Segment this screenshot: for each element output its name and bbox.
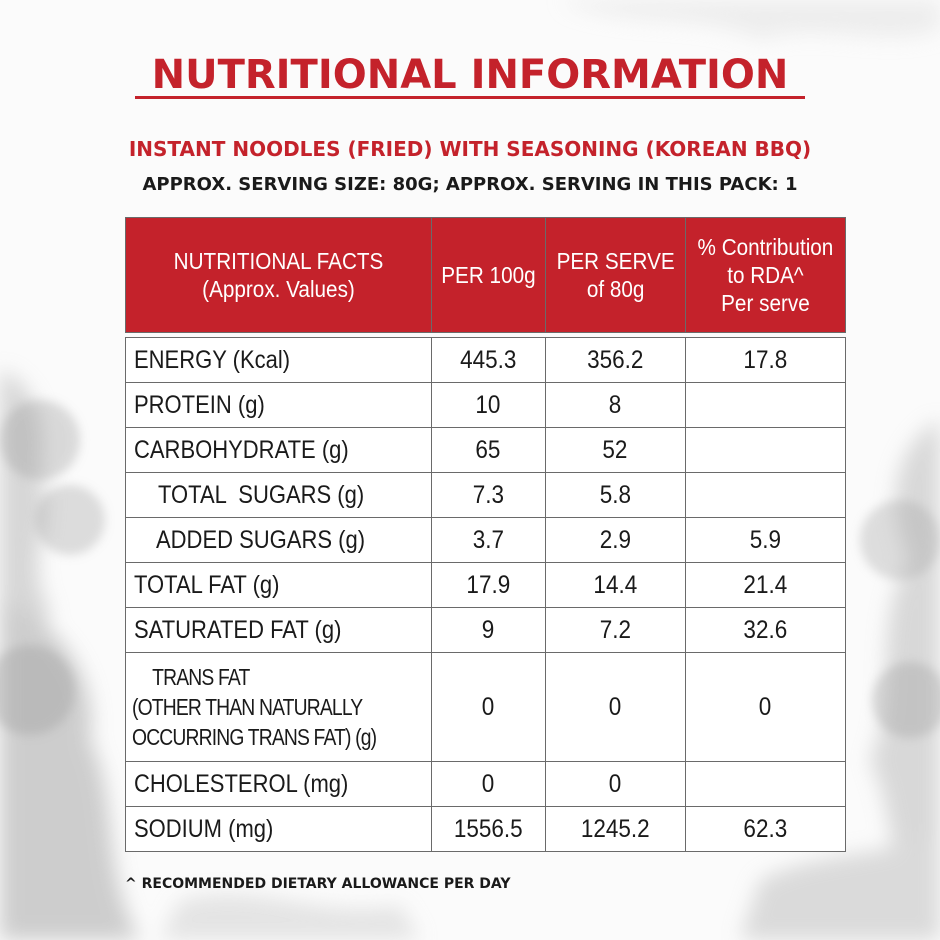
header-perserve-line2: of 80g bbox=[586, 276, 645, 302]
table-header-row: NUTRITIONAL FACTS (Approx. Values) PER 1… bbox=[125, 217, 846, 333]
row-perserve: 0 bbox=[544, 761, 686, 807]
row-rda bbox=[684, 382, 846, 428]
header-facts-line2: (Approx. Values) bbox=[202, 276, 355, 302]
rda-footnote: ^ RECOMMENDED DIETARY ALLOWANCE PER DAY bbox=[125, 876, 511, 892]
row-perserve: 8 bbox=[544, 382, 686, 428]
row-label: TRANS FAT (OTHER THAN NATURALLY OCCURRIN… bbox=[125, 652, 432, 762]
title-underline bbox=[135, 96, 805, 99]
header-rda-line1: % Contribution bbox=[697, 234, 834, 260]
row-per100: 0 bbox=[430, 652, 546, 762]
header-rda: % Contribution to RDA^ Per serve bbox=[684, 217, 846, 333]
trans-fat-line1: TRANS FAT bbox=[152, 664, 250, 690]
row-rda: 21.4 bbox=[684, 562, 846, 608]
header-perserve: PER SERVE of 80g bbox=[544, 217, 686, 333]
row-rda: 62.3 bbox=[684, 806, 846, 852]
row-rda: 17.8 bbox=[684, 337, 846, 383]
row-per100: 9 bbox=[430, 607, 546, 653]
table-row: TRANS FAT (OTHER THAN NATURALLY OCCURRIN… bbox=[125, 652, 846, 762]
table-row: SODIUM (mg) 1556.5 1245.2 62.3 bbox=[125, 806, 846, 852]
row-rda: 5.9 bbox=[684, 517, 846, 563]
row-per100: 7.3 bbox=[430, 472, 546, 518]
row-per100: 10 bbox=[430, 382, 546, 428]
header-per100: PER 100g bbox=[430, 217, 546, 333]
serving-info: APPROX. SERVING SIZE: 80G; APPROX. SERVI… bbox=[142, 174, 798, 195]
header-rda-line3: Per serve bbox=[721, 290, 810, 316]
row-perserve: 0 bbox=[544, 652, 686, 762]
header-facts: NUTRITIONAL FACTS (Approx. Values) bbox=[125, 217, 432, 333]
table-row: CHOLESTEROL (mg) 0 0 bbox=[125, 761, 846, 807]
header-facts-line1: NUTRITIONAL FACTS bbox=[173, 248, 384, 274]
row-label: ADDED SUGARS (g) bbox=[125, 517, 432, 563]
row-rda bbox=[684, 472, 846, 518]
row-per100: 3.7 bbox=[430, 517, 546, 563]
product-name: INSTANT NOODLES (FRIED) WITH SEASONING (… bbox=[128, 137, 812, 161]
row-rda: 0 bbox=[684, 652, 846, 762]
row-perserve: 52 bbox=[544, 427, 686, 473]
nutrition-table: NUTRITIONAL FACTS (Approx. Values) PER 1… bbox=[125, 217, 846, 852]
table-row: CARBOHYDRATE (g) 65 52 bbox=[125, 427, 846, 473]
row-per100: 0 bbox=[430, 761, 546, 807]
row-label: CHOLESTEROL (mg) bbox=[125, 761, 432, 807]
row-label: TOTAL FAT (g) bbox=[125, 562, 432, 608]
table-row: ADDED SUGARS (g) 3.7 2.9 5.9 bbox=[125, 517, 846, 563]
trans-fat-line3: OCCURRING TRANS FAT) (g) bbox=[132, 724, 377, 750]
row-label: ENERGY (Kcal) bbox=[125, 337, 432, 383]
row-perserve: 2.9 bbox=[544, 517, 686, 563]
row-per100: 65 bbox=[430, 427, 546, 473]
row-per100: 445.3 bbox=[430, 337, 546, 383]
row-perserve: 14.4 bbox=[544, 562, 686, 608]
row-per100: 17.9 bbox=[430, 562, 546, 608]
header-perserve-line1: PER SERVE bbox=[556, 248, 675, 274]
table-row: SATURATED FAT (g) 9 7.2 32.6 bbox=[125, 607, 846, 653]
row-rda bbox=[684, 761, 846, 807]
row-per100: 1556.5 bbox=[430, 806, 546, 852]
table-row: PROTEIN (g) 10 8 bbox=[125, 382, 846, 428]
row-perserve: 7.2 bbox=[544, 607, 686, 653]
row-rda: 32.6 bbox=[684, 607, 846, 653]
table-row: TOTAL SUGARS (g) 7.3 5.8 bbox=[125, 472, 846, 518]
row-label: SODIUM (mg) bbox=[125, 806, 432, 852]
row-label: SATURATED FAT (g) bbox=[125, 607, 432, 653]
header-rda-line2: to RDA^ bbox=[727, 262, 804, 288]
row-rda bbox=[684, 427, 846, 473]
table-row: TOTAL FAT (g) 17.9 14.4 21.4 bbox=[125, 562, 846, 608]
page-title: NUTRITIONAL INFORMATION bbox=[151, 52, 789, 98]
row-label: PROTEIN (g) bbox=[125, 382, 432, 428]
row-label: TOTAL SUGARS (g) bbox=[125, 472, 432, 518]
row-label: CARBOHYDRATE (g) bbox=[125, 427, 432, 473]
trans-fat-line2: (OTHER THAN NATURALLY bbox=[132, 694, 363, 720]
table-row: ENERGY (Kcal) 445.3 356.2 17.8 bbox=[125, 337, 846, 383]
row-perserve: 5.8 bbox=[544, 472, 686, 518]
row-perserve: 356.2 bbox=[544, 337, 686, 383]
row-perserve: 1245.2 bbox=[544, 806, 686, 852]
